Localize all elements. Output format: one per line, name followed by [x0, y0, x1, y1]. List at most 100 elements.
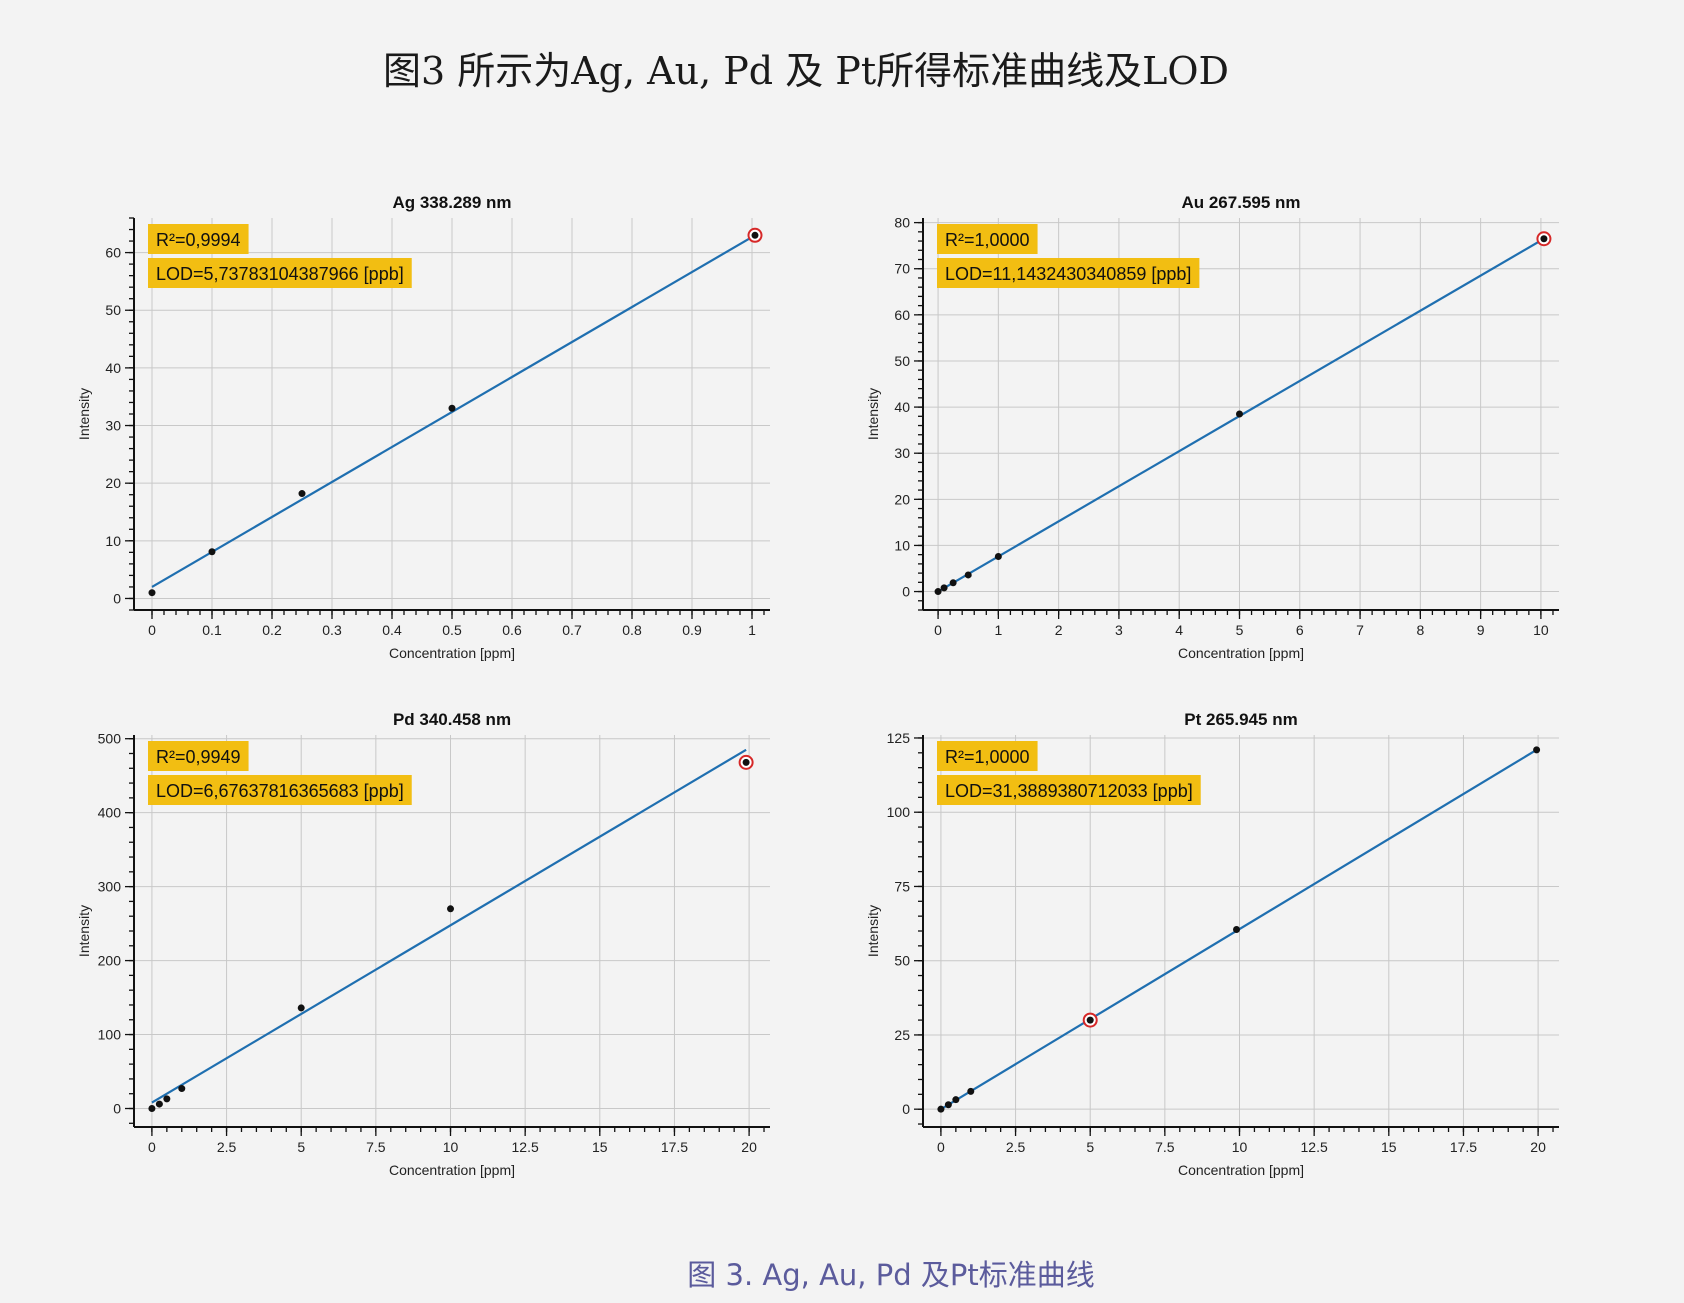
x-tick-label: 0.9 [682, 622, 702, 638]
r-squared-badge: R²=1,0000 [937, 224, 1038, 254]
badge-background [148, 224, 249, 254]
y-tick-label: 125 [887, 730, 911, 746]
badge-text: R²=1,0000 [945, 230, 1030, 250]
lod-badge: LOD=6,67637816365683 [ppb] [148, 775, 412, 805]
data-point [178, 1085, 186, 1093]
data-point [1533, 746, 1541, 754]
x-tick-label: 12.5 [1301, 1139, 1328, 1155]
y-tick-label: 40 [894, 399, 910, 415]
badge-background [937, 741, 1038, 771]
badge-text: LOD=31,3889380712033 [ppb] [945, 781, 1193, 801]
x-tick-label: 0 [148, 622, 156, 638]
badge-text: R²=0,9994 [156, 230, 241, 250]
y-tick-label: 50 [894, 953, 910, 969]
y-tick-label: 0 [902, 1101, 910, 1117]
x-tick-label: 0.4 [382, 622, 402, 638]
x-tick-label: 2.5 [217, 1139, 237, 1155]
data-point [934, 588, 942, 596]
y-tick-label: 100 [887, 804, 911, 820]
chart-title: Ag 338.289 nm [392, 193, 511, 212]
data-point [940, 584, 948, 592]
y-tick-label: 30 [894, 445, 910, 461]
x-tick-label: 17.5 [1450, 1139, 1477, 1155]
y-tick-label: 10 [894, 537, 910, 553]
x-tick-label: 10 [1232, 1139, 1248, 1155]
badge-background [937, 258, 1200, 288]
data-point [1086, 1016, 1094, 1024]
badge-background [937, 775, 1201, 805]
x-tick-label: 2 [1055, 622, 1063, 638]
x-tick-label: 0 [934, 622, 942, 638]
badge-text: LOD=5,73783104387966 [ppb] [156, 264, 404, 284]
data-point [155, 1100, 163, 1108]
x-tick-label: 0.3 [322, 622, 342, 638]
chart-pd: 0 2.5 5 7.5 10 12.5 15 17.5 200100200300400500Pd… [76, 710, 770, 1178]
y-axis-label: Intensity [865, 905, 881, 957]
y-axis-label: Intensity [865, 388, 881, 440]
chart-title: Pd 340.458 nm [393, 710, 511, 729]
x-tick-label: 0.5 [442, 622, 462, 638]
x-tick-label: 6 [1296, 622, 1304, 638]
x-tick-label: 20 [1530, 1139, 1546, 1155]
badge-text: R²=0,9949 [156, 747, 241, 767]
chart-pt: 0 2.5 5 7.5 10 12.5 15 17.5 20 0 25 50 75 100 125 Pt 26… [865, 710, 1559, 1178]
data-point [1233, 926, 1241, 934]
data-point [751, 231, 759, 239]
y-tick-label: 80 [894, 215, 910, 231]
x-tick-label: 1 [748, 622, 756, 638]
data-point [148, 589, 156, 597]
x-tick-label: 10 [443, 1139, 459, 1155]
data-point [448, 404, 456, 412]
chart-au: 0 1 2 3 4 5 6 7 8 9 10 0 10 20 30 40 50 60 70 80 Au 267.595 … [865, 193, 1559, 661]
x-tick-label: 5 [1086, 1139, 1094, 1155]
x-tick-label: 0.2 [262, 622, 282, 638]
x-tick-label: 0 [148, 1139, 156, 1155]
x-tick-label: 10 [1533, 622, 1549, 638]
x-tick-label: 3 [1115, 622, 1123, 638]
page-title: 图3 所示为Ag, Au, Pd 及 Pt所得标准曲线及LOD [382, 49, 1229, 93]
y-tick-label: 50 [894, 353, 910, 369]
y-tick-label: 40 [105, 360, 121, 376]
r-squared-badge: R²=0,9949 [148, 741, 249, 771]
x-tick-label: 9 [1477, 622, 1485, 638]
x-tick-label: 2.5 [1006, 1139, 1026, 1155]
data-point [447, 905, 455, 913]
y-tick-label: 100 [98, 1027, 122, 1043]
badge-text: LOD=11,1432430340859 [ppb] [945, 264, 1191, 284]
y-tick-label: 300 [98, 879, 122, 895]
x-tick-label: 7.5 [1155, 1139, 1175, 1155]
y-axis-label: Intensity [76, 388, 92, 440]
x-tick-label: 15 [592, 1139, 608, 1155]
data-point [148, 1105, 156, 1113]
x-tick-label: 7.5 [366, 1139, 386, 1155]
data-point [298, 490, 306, 498]
data-point [1540, 235, 1548, 243]
data-point [952, 1096, 960, 1104]
x-tick-label: 4 [1175, 622, 1183, 638]
badge-text: LOD=6,67637816365683 [ppb] [156, 781, 404, 801]
x-tick-label: 0.1 [202, 622, 222, 638]
y-tick-label: 70 [894, 261, 910, 277]
x-tick-label: 7 [1356, 622, 1364, 638]
x-tick-label: 17.5 [661, 1139, 688, 1155]
x-tick-label: 20 [741, 1139, 757, 1155]
x-axis-label: Concentration [ppm] [389, 1162, 515, 1178]
x-tick-label: 15 [1381, 1139, 1397, 1155]
data-point [967, 1087, 975, 1095]
data-point [937, 1105, 945, 1113]
x-tick-label: 0.8 [622, 622, 642, 638]
x-axis-label: Concentration [ppm] [1178, 645, 1304, 661]
data-point [949, 579, 957, 587]
data-point [944, 1101, 952, 1109]
data-point [994, 553, 1002, 561]
chart-title: Au 267.595 nm [1181, 193, 1300, 212]
x-tick-label: 8 [1416, 622, 1424, 638]
data-point [163, 1095, 171, 1103]
x-tick-label: 1 [994, 622, 1002, 638]
badge-background [148, 775, 412, 805]
x-tick-label: 0 [937, 1139, 945, 1155]
data-point [208, 548, 216, 556]
x-axis-label: Concentration [ppm] [389, 645, 515, 661]
y-tick-label: 0 [113, 590, 121, 606]
y-tick-label: 400 [98, 805, 122, 821]
